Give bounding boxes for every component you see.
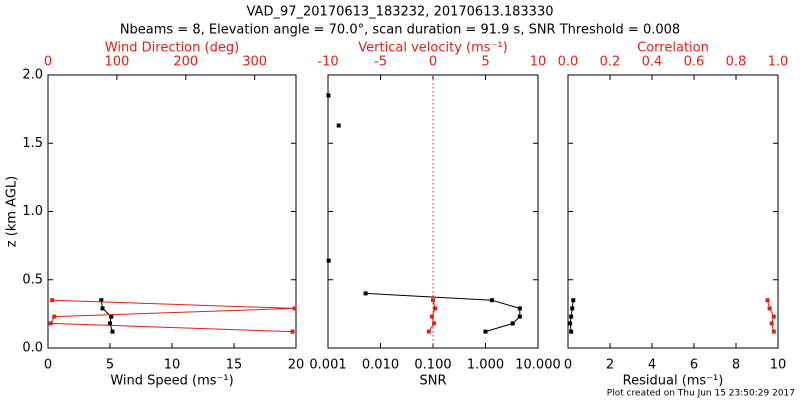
data-point xyxy=(571,298,576,303)
x2-tick-label: 300 xyxy=(242,55,267,70)
chart-title: VAD_97_20170613_183232, 20170613.183330 xyxy=(247,5,554,20)
data-point xyxy=(490,298,495,303)
data-point xyxy=(433,306,438,311)
x-tick-label: 15 xyxy=(226,358,243,373)
data-point xyxy=(110,329,115,334)
data-point xyxy=(100,306,105,311)
x-tick-label: 10 xyxy=(770,358,787,373)
data-point xyxy=(292,306,297,311)
data-point xyxy=(483,329,488,334)
x-tick-label: 20 xyxy=(288,358,305,373)
x2-axis-label: Wind Direction (deg) xyxy=(105,41,239,56)
x-tick-label: 1.000 xyxy=(467,358,504,373)
data-point xyxy=(569,314,574,319)
x-tick-label: 0.001 xyxy=(309,358,346,373)
x-axis-label: SNR xyxy=(419,374,446,389)
y-tick-label: 1.0 xyxy=(22,204,43,219)
x2-tick-label: 0.0 xyxy=(558,55,579,70)
data-point xyxy=(769,321,774,326)
data-point xyxy=(363,291,368,296)
data-point xyxy=(771,329,776,334)
data-point xyxy=(569,329,574,334)
x2-tick-label: 0 xyxy=(44,55,52,70)
x2-tick-label: 100 xyxy=(104,55,129,70)
data-point xyxy=(510,321,515,326)
y-tick-label: 2.0 xyxy=(22,68,43,83)
x-tick-label: 4 xyxy=(648,358,656,373)
data-point xyxy=(429,314,434,319)
data-point xyxy=(50,298,55,303)
x-axis-label: Wind Speed (ms⁻¹) xyxy=(110,374,233,389)
data-point xyxy=(431,298,435,303)
footer-note: Plot created on Thu Jun 15 23:50:29 2017 xyxy=(607,389,795,399)
x-tick-label: 6 xyxy=(690,358,698,373)
x-tick-label: 2 xyxy=(606,358,614,373)
data-point xyxy=(326,93,331,98)
data-point xyxy=(517,314,522,319)
x-tick-label: 0.010 xyxy=(362,358,399,373)
plot-frame xyxy=(567,74,779,349)
x2-tick-label: -5 xyxy=(374,55,387,70)
data-point xyxy=(771,314,776,319)
x-axis-label: Residual (ms⁻¹) xyxy=(623,374,724,389)
data-point xyxy=(48,321,53,326)
data-point xyxy=(109,314,114,319)
x2-tick-label: -10 xyxy=(317,55,338,70)
data-point xyxy=(426,329,431,334)
x-tick-label: 10 xyxy=(164,358,181,373)
data-point xyxy=(99,298,104,303)
y-tick-label: 0.0 xyxy=(22,341,43,356)
x2-tick-label: 200 xyxy=(173,55,198,70)
x-tick-label: 0 xyxy=(44,358,52,373)
data-point xyxy=(326,258,331,263)
x-tick-label: 0.100 xyxy=(414,358,451,373)
data-point xyxy=(570,306,575,311)
x2-tick-label: 0.4 xyxy=(642,55,663,70)
series-line xyxy=(365,292,521,333)
x2-tick-label: 0.6 xyxy=(684,55,705,70)
y-axis-label: z (km AGL) xyxy=(5,176,20,247)
y-tick-label: 0.5 xyxy=(22,272,43,287)
x2-tick-label: 0.2 xyxy=(600,55,621,70)
data-point xyxy=(52,314,57,319)
x2-axis-label: Correlation xyxy=(637,41,709,56)
data-point xyxy=(336,123,341,128)
x2-tick-label: 1.0 xyxy=(768,55,789,70)
x-tick-label: 5 xyxy=(106,358,114,373)
series-line xyxy=(49,299,295,333)
x2-tick-label: 0 xyxy=(429,55,437,70)
data-point xyxy=(765,298,770,303)
x2-tick-label: 10 xyxy=(530,55,547,70)
x2-tick-label: 5 xyxy=(481,55,489,70)
x2-axis-label: Vertical velocity (ms⁻¹) xyxy=(358,41,507,56)
x-tick-label: 0 xyxy=(564,358,572,373)
data-point xyxy=(108,321,112,326)
data-point xyxy=(290,329,295,334)
data-point xyxy=(568,321,573,326)
x2-tick-label: 0.8 xyxy=(726,55,747,70)
data-point xyxy=(767,306,772,311)
y-tick-label: 1.5 xyxy=(22,136,43,151)
data-point xyxy=(517,306,522,311)
chart-subtitle: Nbeams = 8, Elevation angle = 70.0°, sca… xyxy=(120,23,680,38)
data-point xyxy=(432,321,437,326)
x-tick-label: 10.000 xyxy=(515,358,561,373)
x-tick-label: 8 xyxy=(732,358,740,373)
